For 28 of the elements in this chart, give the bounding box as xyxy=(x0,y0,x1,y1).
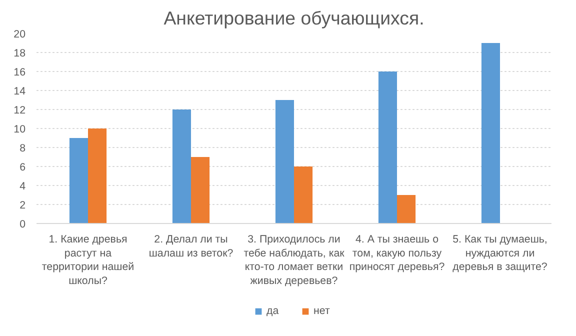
x-tick-label: 1. Какие древья растут на территории нашей школы? xyxy=(42,234,134,287)
y-tick-label: 12 xyxy=(14,104,26,116)
y-tick-label: 2 xyxy=(20,200,26,212)
bar xyxy=(275,100,294,224)
bar xyxy=(172,110,191,224)
x-tick-label: 3. Приходилось ли тебе наблюдать, как кто-то ломает ветки живых деревьев? xyxy=(244,234,345,287)
bar xyxy=(191,157,210,224)
bar xyxy=(69,138,88,224)
chart-title: Анкетирование обучающихся. xyxy=(164,8,424,28)
bar xyxy=(397,195,416,224)
y-tick-label: 20 xyxy=(14,28,26,40)
y-tick-label: 8 xyxy=(20,142,26,154)
legend-label: да xyxy=(266,305,280,317)
x-tick-label: 5. Как ты думаешь, нуждаются ли деревья в защите? xyxy=(452,234,548,274)
y-tick-label: 14 xyxy=(14,86,26,98)
bar xyxy=(294,166,313,224)
bar xyxy=(378,72,397,224)
bar xyxy=(88,128,107,224)
x-tick-label: 2. Делал ли ты шалаш из веток? xyxy=(148,234,234,260)
y-tick-label: 18 xyxy=(14,48,26,60)
legend-label: нет xyxy=(314,305,331,317)
y-tick-label: 4 xyxy=(20,180,26,192)
x-tick-label: 4. А ты знаешь о том, какую пользу приносят деревья? xyxy=(349,234,445,274)
y-tick-label: 0 xyxy=(20,218,26,230)
bar xyxy=(481,43,500,224)
y-tick-label: 10 xyxy=(14,124,26,136)
y-tick-label: 6 xyxy=(20,162,26,174)
y-tick-label: 16 xyxy=(14,66,26,78)
